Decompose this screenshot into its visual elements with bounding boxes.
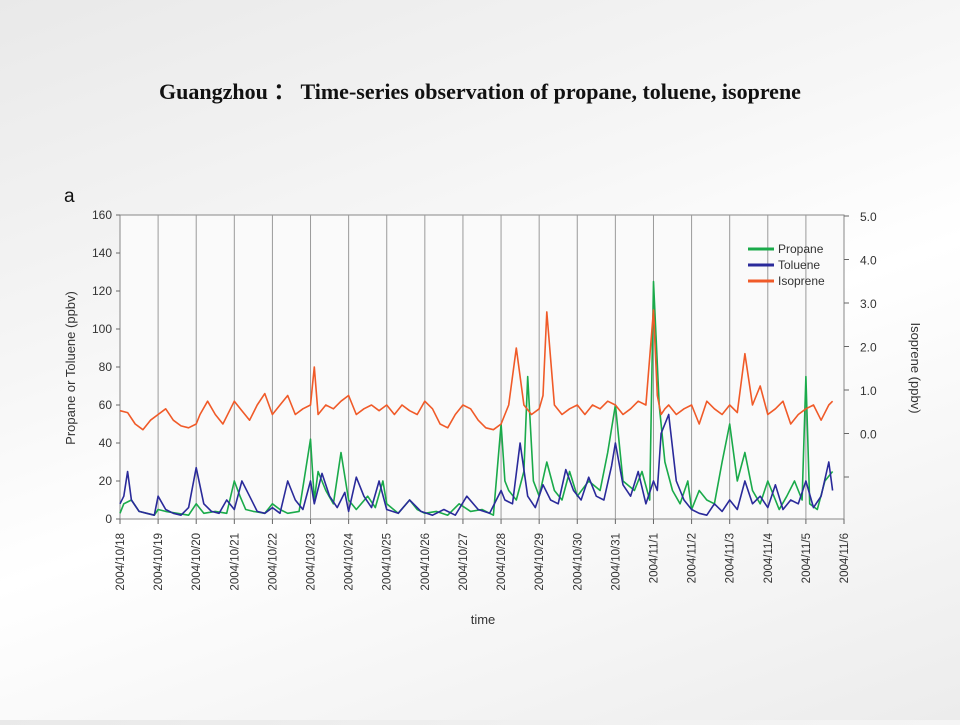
vertical-gridlines xyxy=(157,215,807,519)
plot-background xyxy=(119,214,845,520)
x-tick-label: 2004/11/2 xyxy=(687,533,699,583)
x-tick-label: 2004/10/26 xyxy=(420,533,432,591)
x-tick-label: 2004/10/28 xyxy=(496,533,508,591)
left-axis: 0 20 40 60 80 100 120 140 160 xyxy=(92,208,120,526)
x-tick-label: 2004/10/19 xyxy=(153,533,165,591)
y-axis-label: Propane or Toluene (ppbv) xyxy=(63,291,78,445)
y2-tick-label: 3.0 xyxy=(860,297,877,311)
x-tick-label: 2004/11/4 xyxy=(763,532,775,583)
series-line-isoprene xyxy=(119,309,834,431)
x-tick-label: 2004/10/31 xyxy=(610,533,622,591)
series-line-propane xyxy=(119,280,834,517)
y2-tick-label: 5.0 xyxy=(860,210,877,224)
x-tick-label: 2004/11/1 xyxy=(648,533,660,583)
legend-entry-toluene: Toluene xyxy=(778,258,820,272)
legend-entry-isoprene: Isoprene xyxy=(778,274,825,288)
x-tick-label: 2004/11/3 xyxy=(725,533,737,583)
x-axis-label: time xyxy=(471,612,496,627)
y-tick-label: 20 xyxy=(99,474,113,488)
legend-entry-propane: Propane xyxy=(778,242,824,256)
y2-axis-label: Isoprene (ppbv) xyxy=(908,322,923,413)
x-tick-label: 2004/10/25 xyxy=(382,533,394,591)
y-tick-label: 80 xyxy=(99,360,113,374)
y-tick-label: 160 xyxy=(92,208,112,222)
y-tick-label: 60 xyxy=(99,398,113,412)
x-tick-label: 2004/10/21 xyxy=(229,533,241,591)
legend: Propane Toluene Isoprene xyxy=(748,242,825,288)
y-tick-label: 0 xyxy=(105,512,112,526)
x-tick-label: 2004/11/6 xyxy=(839,533,851,583)
panel-label: a xyxy=(64,186,75,207)
x-tick-label: 2004/11/5 xyxy=(801,533,813,583)
x-tick-label: 2004/10/27 xyxy=(458,533,470,591)
y2-tick-label: 1.0 xyxy=(860,384,877,398)
x-tick-label: 2004/10/23 xyxy=(306,533,318,591)
y-tick-label: 120 xyxy=(92,284,112,298)
x-tick-label: 2004/10/24 xyxy=(344,532,356,590)
series-line-toluene xyxy=(119,413,834,517)
x-tick-label: 2004/10/29 xyxy=(534,533,546,591)
x-axis: 2004/10/18 2004/10/19 2004/10/20 2004/10/21… xyxy=(115,519,851,591)
y-tick-label: 140 xyxy=(92,246,112,260)
x-tick-label: 2004/10/18 xyxy=(115,533,127,591)
y2-tick-label: 2.0 xyxy=(860,341,877,355)
x-tick-label: 2004/10/22 xyxy=(267,533,279,591)
y2-tick-label: 0.0 xyxy=(860,428,877,442)
x-tick-label: 2004/10/30 xyxy=(572,533,584,591)
y2-tick-label: 4.0 xyxy=(860,254,877,268)
y-tick-label: 100 xyxy=(92,322,112,336)
slide-title: Guangzhou ： Time-series observation of p… xyxy=(159,79,801,104)
x-tick-label: 2004/10/20 xyxy=(191,533,203,591)
series-lines xyxy=(119,280,834,517)
right-axis: 5.0 4.0 3.0 2.0 1.0 0.0 xyxy=(844,210,877,478)
y-tick-label: 40 xyxy=(99,436,113,450)
